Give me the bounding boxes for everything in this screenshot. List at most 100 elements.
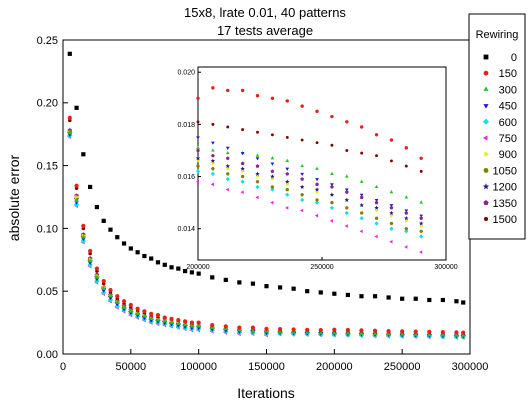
inset-point [359, 216, 364, 221]
inset-point [374, 221, 379, 226]
point [427, 297, 432, 303]
point [94, 204, 100, 210]
point [359, 328, 364, 333]
x-tick-label: 100000 [180, 361, 217, 373]
inset-point [344, 197, 350, 202]
inset-point [240, 161, 245, 166]
inset-point [389, 239, 393, 244]
inset-point [389, 221, 394, 226]
inset-point [210, 182, 214, 187]
inset-point [359, 193, 364, 197]
point [162, 262, 167, 267]
point [189, 320, 194, 325]
inset-point [360, 151, 364, 155]
inset-point [330, 185, 334, 189]
point [196, 271, 201, 276]
legend-label-1200: 1200 [493, 182, 517, 194]
inset-point [225, 146, 230, 150]
point [121, 299, 127, 304]
inset-point [285, 192, 290, 197]
legend-marker-750 [483, 135, 488, 141]
point [345, 292, 350, 298]
inset-y-tick-label: 0.014 [177, 226, 195, 233]
point [169, 319, 174, 324]
point [128, 308, 134, 313]
point [460, 332, 466, 337]
inset-series-750 [195, 179, 423, 255]
inset-point [375, 154, 379, 158]
point [101, 279, 106, 284]
point [250, 281, 256, 286]
inset-point [211, 153, 215, 158]
legend-title: Rewiring [476, 29, 519, 41]
inset-y-tick-label: 0.020 [177, 70, 195, 77]
point [305, 327, 310, 332]
legend-label-600: 600 [499, 117, 517, 129]
inset-point [344, 190, 349, 194]
inset-point [344, 224, 348, 228]
inset-point [240, 174, 245, 179]
inset-point [256, 174, 260, 179]
inset-point [271, 177, 275, 181]
point [135, 250, 140, 255]
point [210, 275, 215, 280]
point [169, 265, 174, 270]
series-300 [67, 130, 466, 337]
inset-series-450 [196, 136, 424, 218]
inset-point [270, 133, 274, 137]
inset-point [255, 93, 260, 98]
inset-point [285, 167, 290, 171]
inset-point [270, 156, 275, 160]
inset-point [270, 162, 275, 166]
chart-subtitle: 17 tests average [217, 23, 313, 38]
inset-point [241, 128, 245, 132]
inset-point [225, 187, 229, 192]
inset-point [330, 201, 334, 205]
inset-point [405, 219, 409, 223]
inset-point [345, 120, 349, 124]
inset-point [285, 158, 290, 162]
inset-point [285, 135, 289, 139]
inset-point [359, 202, 364, 208]
point [75, 194, 80, 200]
point [74, 105, 79, 110]
inset-point [419, 200, 424, 204]
point [413, 331, 419, 336]
inset-point [375, 208, 379, 213]
point [108, 293, 113, 298]
inset-point [300, 104, 304, 108]
inset-point [270, 174, 275, 179]
inset-point [404, 195, 409, 199]
inset-point [210, 158, 216, 163]
inset-x-tick-label: 200000 [186, 264, 209, 271]
point [250, 328, 256, 333]
point [135, 311, 140, 316]
inset-point [330, 171, 334, 175]
point [67, 51, 72, 56]
point [291, 327, 296, 332]
inset-point [285, 206, 289, 210]
inset-point [256, 130, 259, 134]
point [332, 330, 337, 335]
point [345, 330, 351, 335]
legend-marker-1200 [482, 183, 490, 190]
inset-point [315, 141, 319, 145]
inset-point [255, 184, 260, 190]
inset-point [374, 133, 379, 137]
point [210, 323, 215, 328]
point [142, 253, 147, 259]
point [94, 266, 100, 271]
inset-point [315, 182, 319, 186]
legend-frame [468, 13, 526, 240]
inset-point [225, 163, 231, 169]
point [440, 332, 446, 337]
legend: Rewiring 0 150 300 450 600 750 900 1050 1200 1350 1… [468, 13, 526, 240]
point [291, 286, 296, 291]
inset-point [240, 152, 245, 156]
inset-point [404, 146, 409, 150]
inset-point [314, 187, 320, 192]
legend-marker-0 [483, 54, 489, 60]
inset-point [285, 99, 289, 103]
inset-point [270, 187, 275, 192]
inset-point [404, 209, 409, 213]
